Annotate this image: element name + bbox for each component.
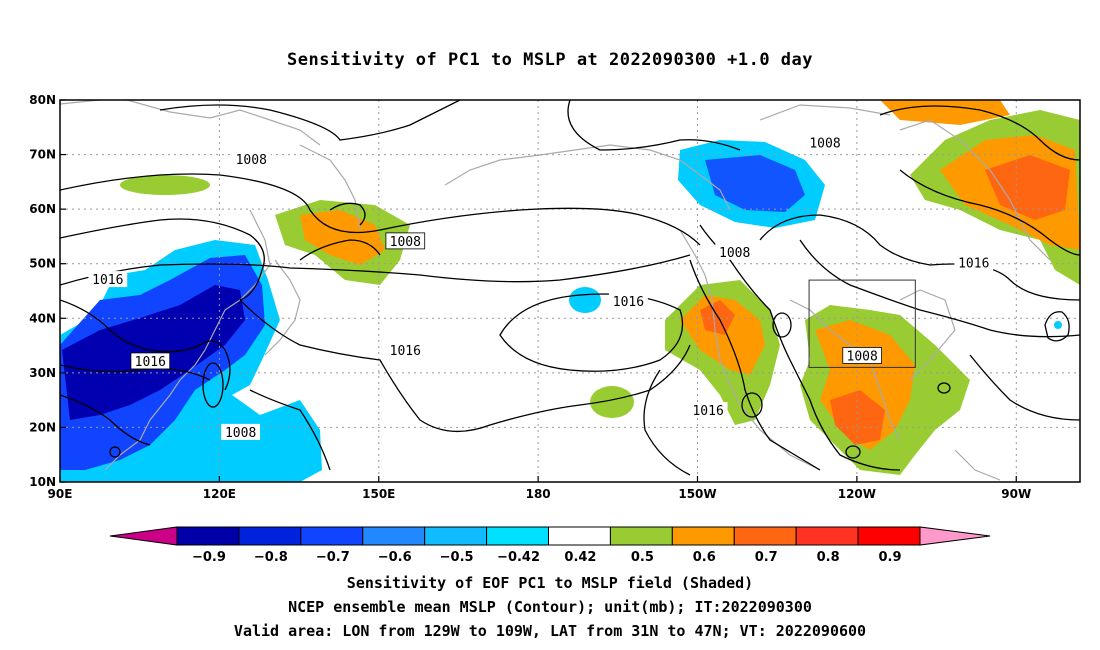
contour-label-background (231, 151, 271, 168)
lat-tick-label: 10N (29, 475, 56, 489)
kamchatka-positive-core (300, 210, 385, 265)
colorbar-label: 0.8 (817, 550, 840, 565)
colorbar-label: 0.6 (693, 550, 716, 565)
contour-label-background (842, 347, 882, 364)
map-title: Sensitivity of PC1 to MSLP at 2022090300… (286, 50, 813, 70)
contour-labels: 1008 1016 1016 1008 1016 1008 1016 1008 1008 1016… (88, 134, 994, 441)
colorbar-segment (424, 526, 488, 546)
lon-tick-label: 180 (526, 487, 551, 501)
mslp-contours (60, 100, 1080, 476)
contour-label: 1016 (958, 257, 989, 272)
lon-tick-label: 120E (203, 487, 236, 501)
graticule (60, 100, 1080, 482)
lon-tick-label: 150E (362, 487, 395, 501)
greenland-positive (880, 100, 1010, 125)
contour-label: 1008 (719, 246, 750, 261)
colorbar-segment (857, 526, 921, 546)
lat-tick-label: 70N (29, 148, 56, 162)
lon-tick-label: 120W (838, 487, 876, 501)
contour-label: 1008 (236, 153, 267, 168)
lon-tick-label: 150W (678, 487, 716, 501)
colorbar-label: −0.42 (497, 550, 540, 565)
contour-label-background (609, 292, 648, 309)
north-america-positive-peak (830, 390, 885, 445)
contour-label-background (385, 232, 426, 250)
colorbar-label: 0.9 (879, 550, 902, 565)
siberia-positive-patch (120, 175, 210, 195)
colorbar-label: −0.8 (254, 550, 288, 565)
colorbar-low-arrow (109, 526, 178, 546)
colorbar-segment (176, 526, 240, 546)
colorbar-label: 0.7 (755, 550, 778, 565)
latitude-ticks: 80N 70N 60N 50N 40N 30N 20N 10N (29, 93, 66, 489)
colorbar-label: −0.5 (440, 550, 474, 565)
caption-line-2: NCEP ensemble mean MSLP (Contour); unit(… (288, 598, 812, 616)
contour-label: 1008 (847, 349, 878, 364)
lat-tick-label: 20N (29, 420, 56, 434)
contour-label: 1008 (390, 235, 421, 250)
colorbar-segment (300, 526, 364, 546)
contour-label: 1008 (809, 137, 840, 152)
contour-label: 1008 (225, 426, 256, 441)
atlantic-positive-peak (985, 155, 1070, 220)
contour-label-background (130, 352, 171, 370)
west-coast-positive-peak (700, 300, 735, 335)
colorbar-high-arrow (919, 526, 991, 546)
colorbar-segment (486, 526, 550, 546)
lon-tick-label: 90E (48, 487, 73, 501)
longitude-ticks: 90E 120E 150E 180 150W 120W 90W (48, 476, 1031, 501)
contour-label-background (715, 243, 755, 260)
contour-label: 1016 (92, 273, 123, 288)
colorbar: −0.9 −0.8 −0.7 −0.6 −0.5 −0.42 0.42 0.5 0.6 0.7 0.… (109, 526, 991, 565)
pacific-negative-patch (569, 287, 601, 313)
colorbar-segment (795, 526, 859, 546)
lat-tick-label: 40N (29, 311, 56, 325)
contour-label-background (954, 254, 994, 271)
colorbar-label: −0.6 (378, 550, 412, 565)
lat-tick-label: 60N (29, 202, 56, 216)
contour-label: 1016 (613, 295, 644, 310)
valid-area-box (808, 279, 916, 368)
contour-label: 1016 (135, 355, 166, 370)
lat-tick-label: 50N (29, 257, 56, 271)
caption-line-3: Valid area: LON from 129W to 109W, LAT f… (233, 622, 867, 640)
colorbar-label: 0.5 (631, 550, 654, 565)
contour-label-background (805, 134, 845, 151)
contour-label-background (221, 423, 261, 440)
colorbar-segment (362, 526, 426, 546)
colorbar-segment (671, 526, 735, 546)
colorbar-label: −0.7 (316, 550, 350, 565)
lat-tick-label: 30N (29, 366, 56, 380)
colorbar-segment (733, 526, 797, 546)
subtropical-positive-patch (590, 386, 634, 418)
alaska-negative-core (705, 155, 805, 212)
lat-tick-label: 80N (29, 93, 56, 107)
map-frame (59, 99, 1081, 483)
colorbar-label: 0.42 (564, 550, 596, 565)
lon-tick-label: 90W (1001, 487, 1031, 501)
contour-label: 1016 (390, 344, 421, 359)
contour-label-background (385, 342, 425, 359)
colorbar-label: −0.9 (192, 550, 226, 565)
contour-label-background (88, 271, 128, 288)
colorbar-segment (548, 526, 611, 546)
colorbar-segment (609, 526, 673, 546)
caption-line-1: Sensitivity of EOF PC1 to MSLP field (Sh… (346, 574, 754, 592)
colorbar-segment (238, 526, 302, 546)
contour-label: 1016 (692, 404, 723, 419)
contour-label-background (688, 402, 728, 419)
atlantic-negative-dot (1054, 321, 1062, 329)
